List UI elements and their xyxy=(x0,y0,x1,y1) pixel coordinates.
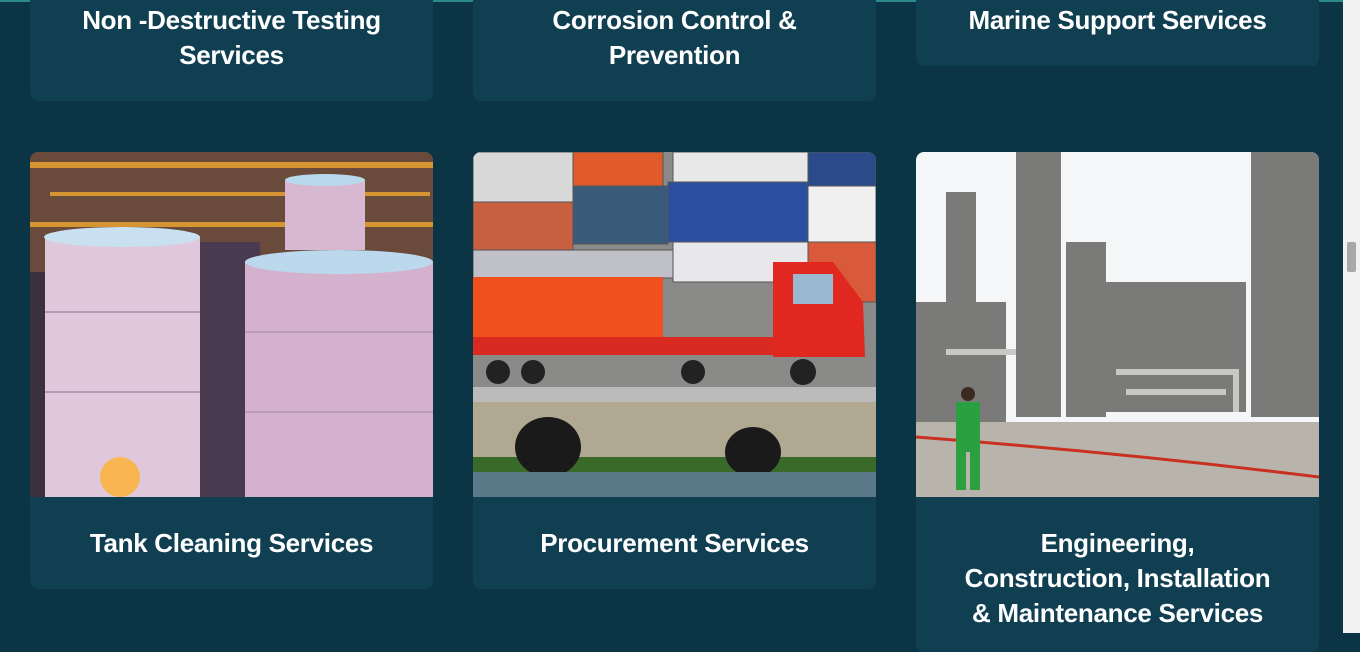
card-image xyxy=(30,152,433,497)
title-line: Prevention xyxy=(608,40,741,70)
card-title: Marine Support Services xyxy=(916,0,1319,38)
title-line: Engineering, xyxy=(1040,528,1195,558)
title-line: Procurement Services xyxy=(540,528,809,558)
service-card[interactable]: Engineering, Construction, Installation … xyxy=(916,152,1319,652)
title-line: Tank Cleaning Services xyxy=(89,528,374,558)
card-title: Tank Cleaning Services xyxy=(30,497,433,561)
card-image xyxy=(473,152,876,497)
service-card[interactable]: Corrosion Control & Prevention xyxy=(473,0,876,101)
title-line: Non -Destructive Testing xyxy=(82,5,381,35)
title-line: & Maintenance Services xyxy=(971,598,1264,628)
service-card[interactable]: Marine Support Services xyxy=(916,0,1319,66)
scrollbar[interactable] xyxy=(1343,0,1360,633)
title-line: Marine Support Services xyxy=(968,5,1267,35)
card-image xyxy=(916,152,1319,497)
card-title: Engineering, Construction, Installation … xyxy=(916,497,1319,631)
scrollbar-thumb[interactable] xyxy=(1347,242,1356,272)
title-line: Services xyxy=(179,40,284,70)
title-line: Construction, Installation xyxy=(964,563,1271,593)
service-card[interactable]: Procurement Services xyxy=(473,152,876,589)
title-line: Corrosion Control & xyxy=(552,5,797,35)
card-title: Corrosion Control & Prevention xyxy=(473,0,876,73)
card-title: Non -Destructive Testing Services xyxy=(30,0,433,73)
card-title: Procurement Services xyxy=(473,497,876,561)
service-card[interactable]: Tank Cleaning Services xyxy=(30,152,433,589)
service-card[interactable]: Non -Destructive Testing Services xyxy=(30,0,433,101)
